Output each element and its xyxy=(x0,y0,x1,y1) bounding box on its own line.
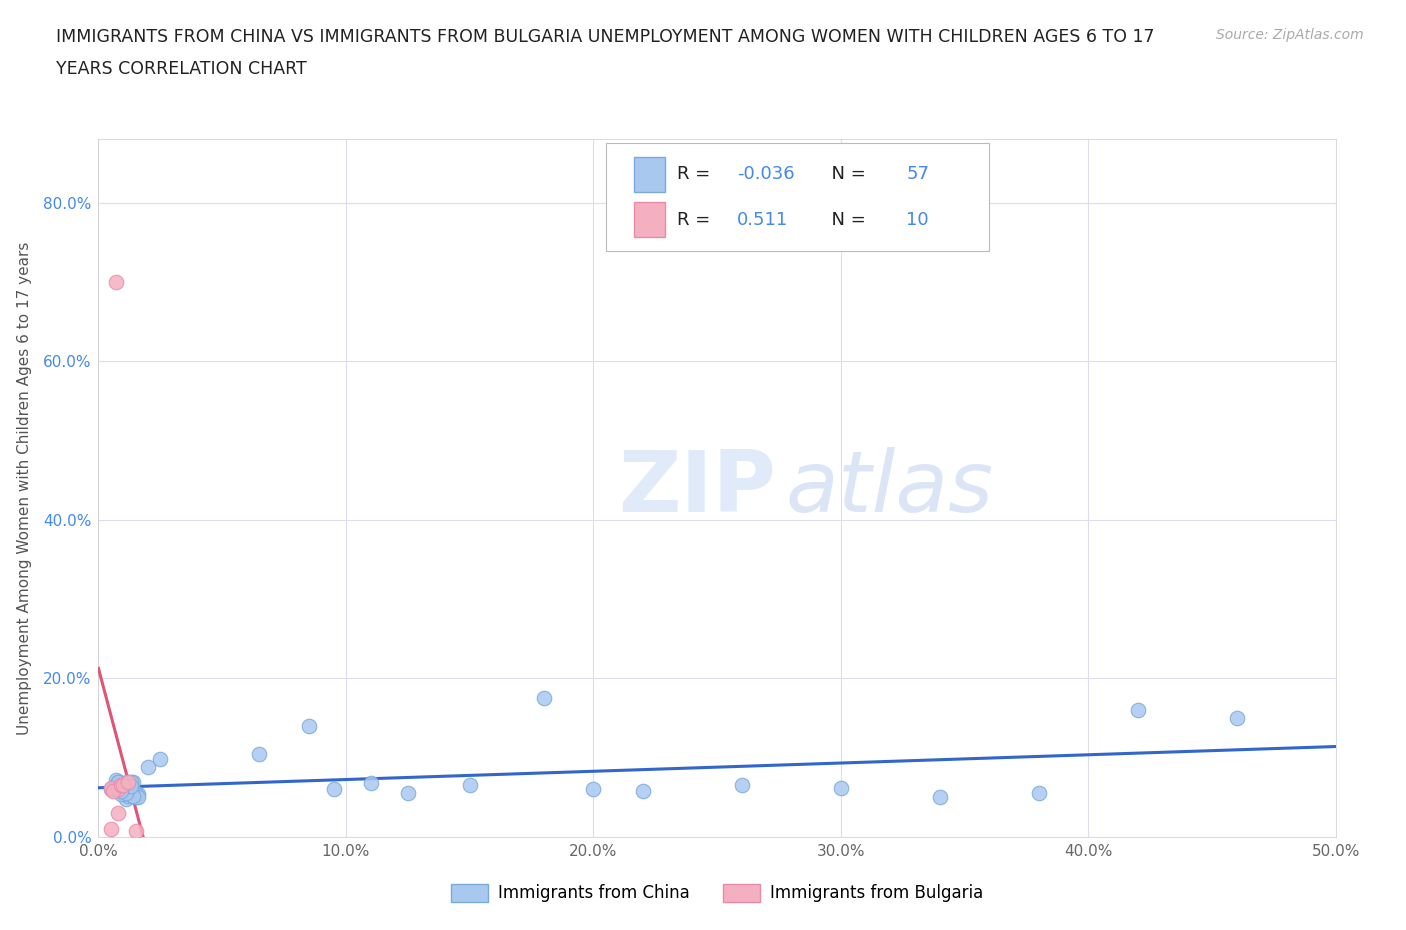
Point xyxy=(107,778,129,793)
Y-axis label: Unemployment Among Women with Children Ages 6 to 17 years: Unemployment Among Women with Children A… xyxy=(17,242,32,735)
Point xyxy=(830,780,852,795)
Point xyxy=(122,789,145,804)
Point xyxy=(110,784,132,799)
Point xyxy=(120,777,142,792)
Point xyxy=(104,778,127,793)
Point xyxy=(107,782,129,797)
FancyBboxPatch shape xyxy=(634,203,665,237)
Point xyxy=(1226,711,1249,725)
Point xyxy=(110,784,132,799)
Point xyxy=(122,789,145,804)
Point xyxy=(112,776,135,790)
Point xyxy=(104,778,127,793)
Text: atlas: atlas xyxy=(785,446,993,530)
Text: YEARS CORRELATION CHART: YEARS CORRELATION CHART xyxy=(56,60,307,78)
Point xyxy=(124,823,146,838)
Point xyxy=(107,774,129,789)
Point xyxy=(117,782,139,797)
Point xyxy=(103,782,125,797)
Text: 57: 57 xyxy=(907,166,929,183)
Point xyxy=(396,786,419,801)
Text: 0.511: 0.511 xyxy=(737,211,789,229)
Point xyxy=(110,778,132,793)
Text: -0.036: -0.036 xyxy=(737,166,794,183)
Point xyxy=(110,784,132,799)
Point xyxy=(100,821,122,836)
Point xyxy=(112,776,135,790)
Point xyxy=(117,774,139,789)
Point xyxy=(124,790,146,804)
Point xyxy=(120,774,142,789)
Text: ZIP: ZIP xyxy=(619,446,776,530)
Point xyxy=(107,774,129,789)
Point xyxy=(117,782,139,797)
Point xyxy=(127,790,149,804)
Point xyxy=(360,776,382,790)
Point xyxy=(114,776,136,790)
Point xyxy=(114,777,136,792)
Point xyxy=(117,789,139,804)
Point xyxy=(112,778,135,793)
Point xyxy=(458,778,481,793)
Point xyxy=(1028,786,1050,801)
Point xyxy=(100,780,122,795)
Point xyxy=(114,785,136,800)
Point xyxy=(110,787,132,802)
Point xyxy=(136,760,159,775)
Point xyxy=(120,780,142,795)
Point xyxy=(110,784,132,799)
Text: N =: N = xyxy=(820,211,872,229)
Point xyxy=(100,782,122,797)
Point xyxy=(112,785,135,800)
Text: IMMIGRANTS FROM CHINA VS IMMIGRANTS FROM BULGARIA UNEMPLOYMENT AMONG WOMEN WITH : IMMIGRANTS FROM CHINA VS IMMIGRANTS FROM… xyxy=(56,28,1154,46)
Text: N =: N = xyxy=(820,166,872,183)
Text: R =: R = xyxy=(678,166,717,183)
Text: Source: ZipAtlas.com: Source: ZipAtlas.com xyxy=(1216,28,1364,42)
Point xyxy=(104,773,127,788)
Point xyxy=(631,784,654,799)
Point xyxy=(107,805,129,820)
Point xyxy=(298,719,321,734)
Point xyxy=(149,751,172,766)
Point xyxy=(107,780,129,795)
Point xyxy=(112,777,135,792)
Point xyxy=(1126,703,1149,718)
Point xyxy=(322,782,344,797)
Point xyxy=(112,786,135,801)
Point xyxy=(117,774,139,789)
Text: 10: 10 xyxy=(907,211,929,229)
Point xyxy=(124,787,146,802)
FancyBboxPatch shape xyxy=(606,143,990,251)
Point xyxy=(928,790,950,804)
Point xyxy=(107,780,129,795)
Point xyxy=(103,784,125,799)
Point xyxy=(533,691,555,706)
Legend: Immigrants from China, Immigrants from Bulgaria: Immigrants from China, Immigrants from B… xyxy=(444,877,990,909)
Point xyxy=(247,747,270,762)
Point xyxy=(114,785,136,800)
Point xyxy=(127,787,149,802)
Text: R =: R = xyxy=(678,211,717,229)
Point xyxy=(104,274,127,289)
Point xyxy=(120,778,142,793)
Point xyxy=(122,774,145,789)
FancyBboxPatch shape xyxy=(634,157,665,192)
Point xyxy=(582,782,605,797)
Point xyxy=(731,778,754,793)
Point xyxy=(114,791,136,806)
